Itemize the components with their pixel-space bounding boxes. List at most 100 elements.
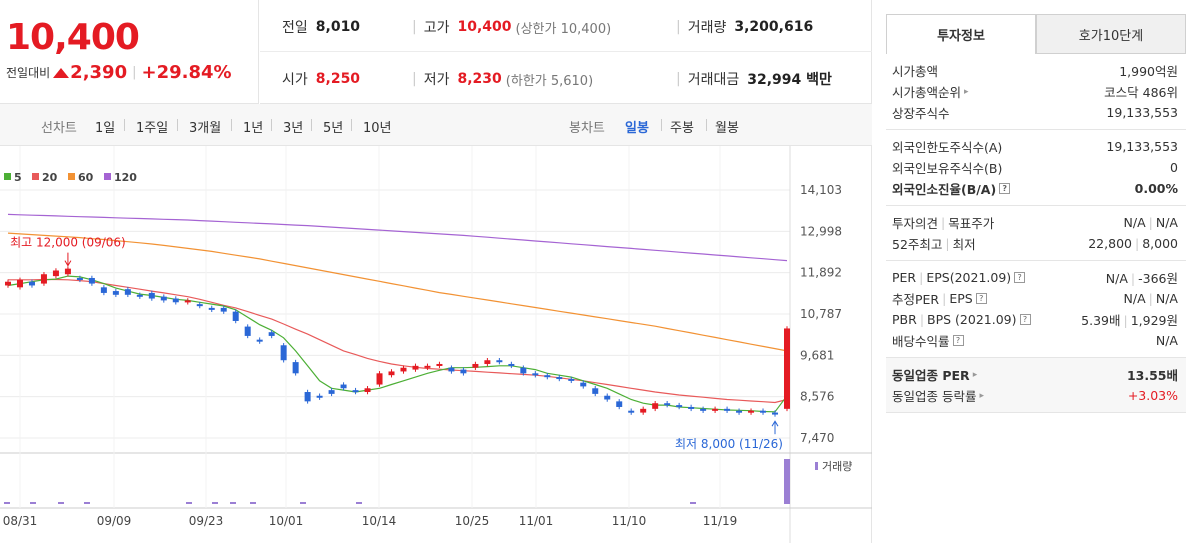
info-key-text: PBR xyxy=(892,312,917,327)
candle-body xyxy=(112,291,119,295)
info-key-text: EPS(2021.09) xyxy=(926,270,1012,285)
info-row: 외국인한도주식수(A) 19,133,553 xyxy=(892,136,1178,157)
info-value: N/A | N/A xyxy=(1124,215,1178,230)
y-tick-label: 12,998 xyxy=(800,224,842,238)
candle-body xyxy=(760,410,767,413)
volume-bar xyxy=(356,502,362,504)
low-value: 8,230 xyxy=(457,71,502,87)
info-key-text: 최저 xyxy=(952,237,976,252)
y-tick-label: 11,892 xyxy=(800,266,842,280)
open-price: 시가 8,250 xyxy=(282,69,360,89)
candle-body xyxy=(244,326,251,336)
candle-body xyxy=(16,279,23,288)
candle-body xyxy=(436,363,443,366)
candle-body xyxy=(316,395,323,398)
open-label: 시가 xyxy=(282,72,308,88)
info-key: 상장주식수 xyxy=(892,106,950,121)
period-10y[interactable]: 10년 xyxy=(363,121,392,136)
low-arrow-head-icon xyxy=(771,420,779,427)
candle-body xyxy=(724,408,731,411)
period-3m[interactable]: 3개월 xyxy=(189,121,222,136)
divider: | xyxy=(1134,236,1140,251)
info-value: 19,133,553 xyxy=(1106,139,1178,154)
open-value: 8,250 xyxy=(315,71,361,87)
info-key-text: BPS (2021.09) xyxy=(927,312,1017,327)
info-row[interactable]: 동일업종 등락률 ▸ +3.03% xyxy=(892,385,1178,406)
legend-swatch xyxy=(68,173,75,180)
divider: | xyxy=(1148,215,1153,230)
price-chart[interactable]: 14,103 12,998 11,892 10,787 9,681 8,576 7,470 0… xyxy=(0,146,872,543)
info-panel: 투자정보 호가10단계 시가총액 1,990억원 시가총액순위 ▸ 코스닥 486… xyxy=(886,14,1186,413)
period-1y[interactable]: 1년 xyxy=(243,121,264,136)
high-price: | 고가 10,400 (상한가 10,400) xyxy=(412,17,611,37)
candle-body xyxy=(508,363,515,366)
candle-body xyxy=(5,281,11,286)
period-1d[interactable]: 1일 xyxy=(95,121,116,136)
low-price: | 저가 8,230 (하한가 5,610) xyxy=(412,69,593,89)
candle-weekly[interactable]: 주봉 xyxy=(670,121,694,136)
legend-label: 5 xyxy=(14,171,22,184)
tab-investment-info[interactable]: 투자정보 xyxy=(886,14,1036,54)
info-row[interactable]: 동일업종 PER ▸ 13.55배 xyxy=(892,364,1178,385)
line-chart-label: 선차트 xyxy=(41,121,77,136)
chevron-right-icon: ▸ xyxy=(979,390,985,401)
tab-order-book[interactable]: 호가10단계 xyxy=(1036,14,1186,54)
divider: | xyxy=(919,312,925,327)
change-value: 2,390 xyxy=(70,62,128,83)
candle-monthly[interactable]: 월봉 xyxy=(715,121,739,136)
info-key: 외국인소진율(B/A)? xyxy=(892,179,1011,198)
chevron-right-icon: ▸ xyxy=(964,86,969,97)
info-key-text: 동일업종 등락률 xyxy=(892,389,977,404)
info-key-text: EPS xyxy=(949,291,973,306)
help-icon[interactable]: ? xyxy=(1019,314,1031,325)
x-tick-label: 10/14 xyxy=(362,514,397,528)
period-5y[interactable]: 5년 xyxy=(323,121,344,136)
high-label: 고가 xyxy=(423,20,450,36)
info-value: N/A | N/A xyxy=(1124,291,1178,306)
info-value: 22,800 | 8,000 xyxy=(1088,236,1178,251)
candle-body xyxy=(532,373,539,376)
divider xyxy=(311,119,312,131)
x-tick-label: 08/31 xyxy=(3,514,38,528)
low-label: 저가 xyxy=(423,72,450,88)
help-icon[interactable]: ? xyxy=(952,335,964,346)
volume-bar xyxy=(784,459,790,504)
divider: | xyxy=(1123,313,1128,328)
candle-body xyxy=(472,363,479,368)
help-icon[interactable]: ? xyxy=(975,293,987,304)
y-tick-label: 7,470 xyxy=(800,431,834,445)
lower-limit: (하한가 5,610) xyxy=(505,73,594,89)
candle-body xyxy=(136,294,143,297)
info-row[interactable]: 시가총액순위 ▸ 코스닥 486위 xyxy=(892,81,1178,102)
candle-body xyxy=(292,362,299,374)
info-value: 19,133,553 xyxy=(1106,105,1178,120)
candle-body xyxy=(772,412,779,415)
current-price: 10,400 xyxy=(6,17,140,58)
legend-swatch xyxy=(104,173,111,180)
info-value: 0 xyxy=(1170,160,1178,175)
volume-bar xyxy=(186,502,192,504)
divider: | xyxy=(676,19,681,35)
candle-body xyxy=(28,281,35,286)
candle-daily[interactable]: 일봉 xyxy=(625,121,649,136)
period-3y[interactable]: 3년 xyxy=(283,121,304,136)
period-1w[interactable]: 1주일 xyxy=(136,121,169,136)
info-value-text: 1,929원 xyxy=(1130,313,1178,328)
candle-body xyxy=(184,300,191,303)
change-percent: +29.84% xyxy=(141,62,232,83)
help-icon[interactable]: ? xyxy=(1014,272,1026,283)
candle-body xyxy=(376,373,383,385)
chart-svg: 14,103 12,998 11,892 10,787 9,681 8,576 7,470 0… xyxy=(0,146,872,543)
divider: | xyxy=(1148,291,1153,306)
info-row: 상장주식수 19,133,553 xyxy=(892,102,1178,123)
prev-close-label: 전일 xyxy=(282,20,308,36)
candle-body xyxy=(52,270,59,277)
info-value: 1,990억원 xyxy=(1119,64,1178,79)
candle-body xyxy=(388,371,395,376)
high-arrow-head-icon xyxy=(64,260,72,267)
x-tick-label: 11/10 xyxy=(612,514,647,528)
candle-body xyxy=(424,365,431,368)
candle-body xyxy=(604,395,611,400)
volume-bar xyxy=(84,502,90,504)
help-icon[interactable]: ? xyxy=(999,183,1011,194)
